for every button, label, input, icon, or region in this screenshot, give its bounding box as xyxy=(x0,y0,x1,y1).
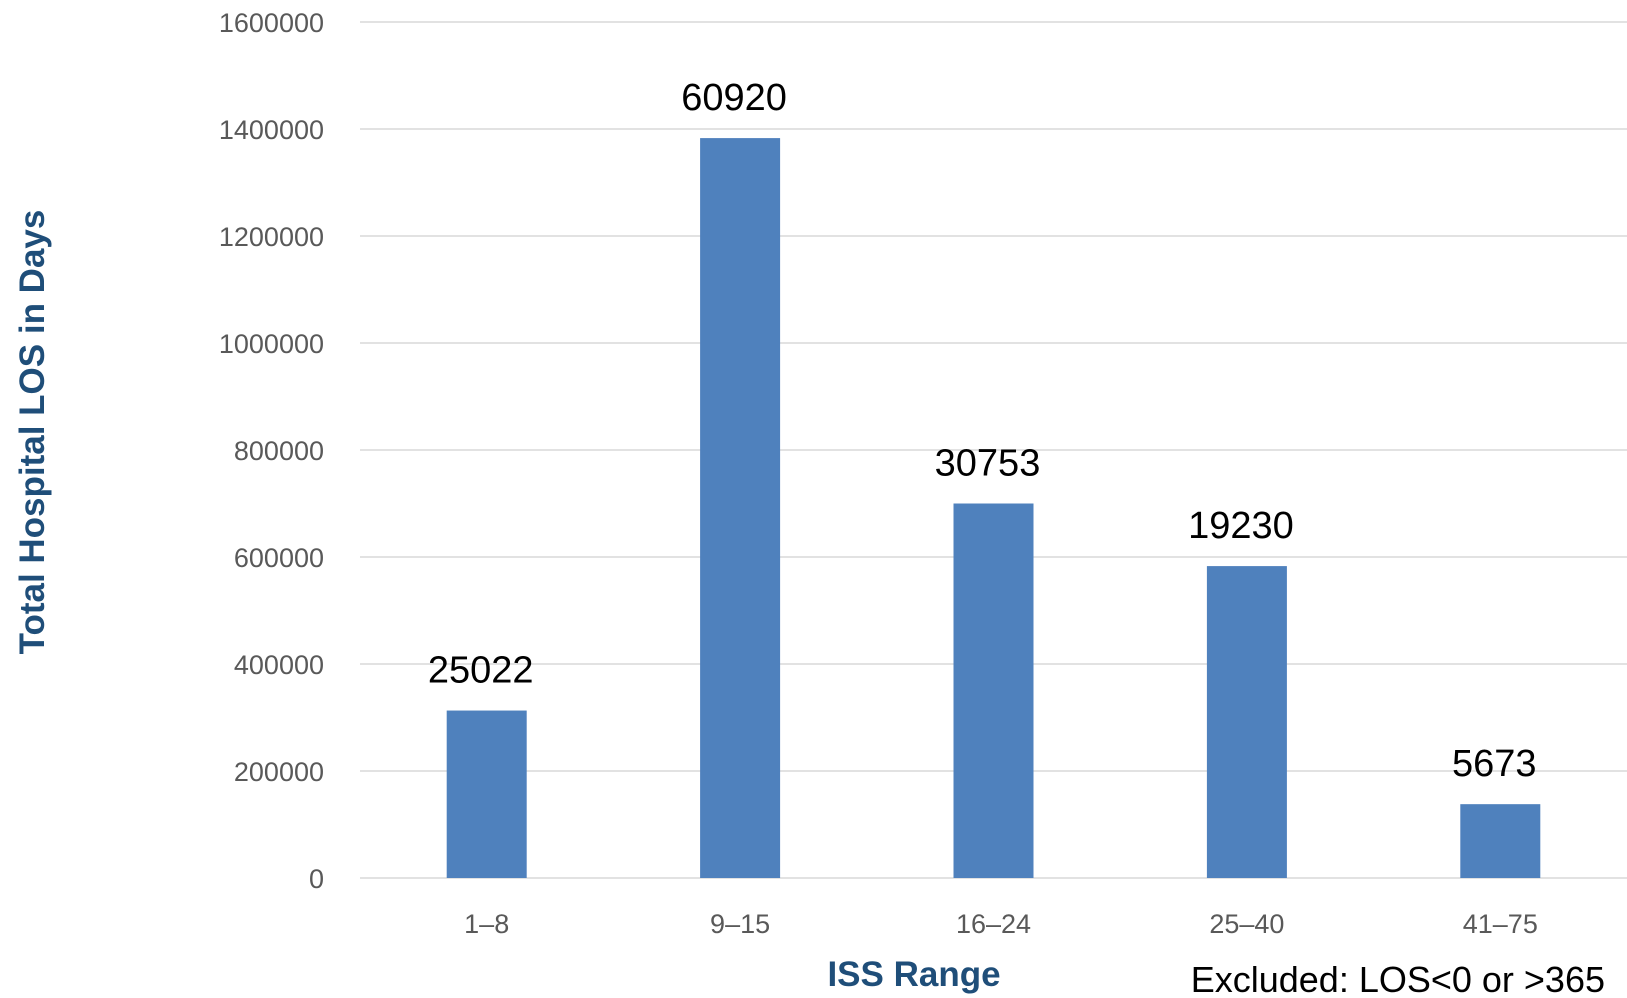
x-tick-label: 25–40 xyxy=(1209,909,1284,939)
bar-1 xyxy=(446,710,527,878)
data-label: 30753 xyxy=(935,443,1041,485)
y-axis-title: Total Hospital LOS in Days xyxy=(13,210,52,655)
data-label: 60920 xyxy=(681,77,787,119)
y-tick-label: 400000 xyxy=(234,650,324,680)
x-axis-ticks: 1–8 9–15 16–24 25–40 41–75 xyxy=(464,909,1538,939)
data-labels: 25022 60920 30753 19230 5673 xyxy=(428,77,1537,785)
data-label: 19230 xyxy=(1188,505,1294,547)
x-axis-title: ISS Range xyxy=(827,955,1000,994)
x-tick-label: 9–15 xyxy=(710,909,770,939)
bars xyxy=(446,138,1541,879)
y-tick-label: 600000 xyxy=(234,543,324,573)
y-axis-ticks: 0 200000 400000 600000 800000 1000000 1200000 1… xyxy=(219,8,324,894)
y-tick-label: 1600000 xyxy=(219,8,324,38)
bar-5 xyxy=(1460,804,1541,878)
data-label: 5673 xyxy=(1452,743,1537,785)
x-tick-label: 41–75 xyxy=(1463,909,1538,939)
y-tick-label: 1200000 xyxy=(219,222,324,252)
exclusion-note: Excluded: LOS<0 or >365 xyxy=(1191,959,1605,998)
data-label: 25022 xyxy=(428,650,534,692)
y-tick-label: 200000 xyxy=(234,757,324,787)
gridlines xyxy=(360,21,1627,879)
bar-2 xyxy=(700,138,781,879)
y-tick-label: 0 xyxy=(309,864,324,894)
x-tick-label: 1–8 xyxy=(464,909,509,939)
x-tick-label: 16–24 xyxy=(956,909,1031,939)
y-tick-label: 1000000 xyxy=(219,329,324,359)
y-tick-label: 800000 xyxy=(234,436,324,466)
y-tick-label: 1400000 xyxy=(219,115,324,145)
bar-4 xyxy=(1206,566,1287,878)
bar-3 xyxy=(953,503,1034,878)
